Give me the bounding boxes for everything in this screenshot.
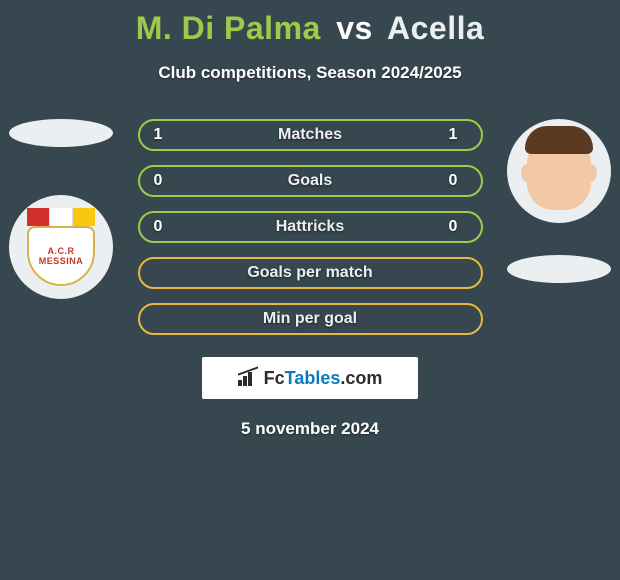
stat-label: Matches xyxy=(278,126,342,144)
stat-value-left: 1 xyxy=(154,126,172,144)
stat-label: Goals xyxy=(288,172,332,190)
player2-club-placeholder xyxy=(507,255,611,283)
logo-text: FcTables.com xyxy=(264,368,383,389)
stat-row: Min per goal xyxy=(138,303,483,335)
bar-chart-icon xyxy=(238,370,258,386)
left-player-column: A.C.R MESSINA xyxy=(6,119,116,299)
logo-suffix: .com xyxy=(340,368,382,388)
stat-row: 0 Goals 0 xyxy=(138,165,483,197)
player1-club-badge: A.C.R MESSINA xyxy=(9,195,113,299)
stat-row: 1 Matches 1 xyxy=(138,119,483,151)
player1-name: M. Di Palma xyxy=(136,10,321,46)
date-label: 5 november 2024 xyxy=(0,419,620,439)
stat-row: Goals per match xyxy=(138,257,483,289)
stat-label: Hattricks xyxy=(276,218,344,236)
stat-value-left: 0 xyxy=(154,172,172,190)
content-area: A.C.R MESSINA 1 Matches 1 0 Goals 0 0 Hattricks… xyxy=(0,119,620,439)
crest-text: A.C.R MESSINA xyxy=(27,226,95,286)
player1-avatar-placeholder xyxy=(9,119,113,147)
subtitle: Club competitions, Season 2024/2025 xyxy=(0,63,620,83)
comparison-title: M. Di Palma vs Acella xyxy=(0,0,620,47)
stat-label: Goals per match xyxy=(247,264,372,282)
stat-value-left: 0 xyxy=(154,218,172,236)
stat-row: 0 Hattricks 0 xyxy=(138,211,483,243)
player2-avatar xyxy=(507,119,611,223)
player2-name: Acella xyxy=(387,10,484,46)
right-player-column xyxy=(504,119,614,283)
vs-label: vs xyxy=(336,10,373,46)
logo-prefix: Fc xyxy=(264,368,285,388)
club-crest-icon: A.C.R MESSINA xyxy=(21,204,101,290)
stat-rows: 1 Matches 1 0 Goals 0 0 Hattricks 0 Goals per mat… xyxy=(138,119,483,335)
watermark-logo: FcTables.com xyxy=(202,357,418,399)
logo-highlight: Tables xyxy=(285,368,341,388)
stat-label: Min per goal xyxy=(263,310,357,328)
stat-value-right: 1 xyxy=(449,126,467,144)
face-icon xyxy=(519,126,599,216)
stat-value-right: 0 xyxy=(448,218,466,236)
stat-value-right: 0 xyxy=(449,172,467,190)
